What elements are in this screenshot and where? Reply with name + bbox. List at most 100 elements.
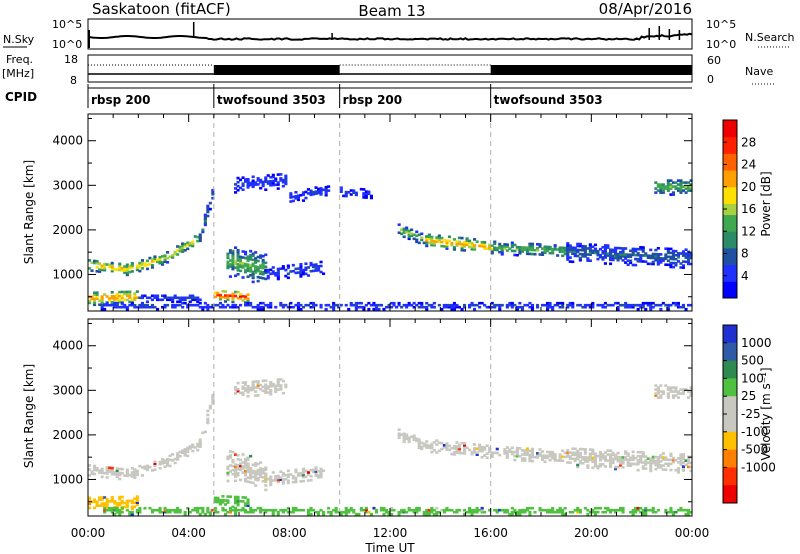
data-cell <box>478 305 482 309</box>
data-cell <box>123 271 127 274</box>
data-cell <box>415 234 419 238</box>
data-cell <box>327 506 331 510</box>
data-cell <box>488 247 492 251</box>
data-cell <box>430 446 434 450</box>
data-cell <box>530 451 534 455</box>
data-cell <box>150 510 154 514</box>
data-cell <box>95 502 99 505</box>
data-cell <box>279 476 283 479</box>
data-cell <box>113 500 117 503</box>
data-cell <box>188 300 192 304</box>
data-cell <box>120 294 124 298</box>
data-cell <box>485 456 489 459</box>
data-cell <box>460 248 464 252</box>
data-cell <box>659 307 663 311</box>
data-cell <box>228 263 232 266</box>
data-cell <box>571 252 575 255</box>
data-cell <box>609 465 613 469</box>
data-cell <box>249 301 253 305</box>
data-cell <box>644 301 648 305</box>
data-cell <box>266 182 270 185</box>
colorbar-tick-label: 100 <box>741 371 764 385</box>
data-cell <box>239 178 243 182</box>
data-cell <box>563 250 567 254</box>
data-cell <box>513 510 517 514</box>
data-cell <box>133 305 137 309</box>
data-cell <box>435 506 439 510</box>
data-cell <box>571 305 575 309</box>
data-cell <box>661 458 665 461</box>
data-cell <box>500 247 504 250</box>
colorbar-swatch <box>723 396 737 415</box>
data-cell <box>256 303 260 307</box>
data-cell <box>150 266 154 269</box>
data-cell <box>317 510 321 514</box>
data-cell <box>211 303 215 307</box>
data-cell <box>518 447 522 450</box>
data-cell <box>490 250 494 253</box>
data-cell <box>337 305 341 309</box>
data-cell <box>103 496 107 499</box>
data-cell <box>616 455 620 459</box>
data-cell <box>108 470 112 474</box>
data-cell <box>161 510 165 514</box>
data-cell <box>234 274 238 278</box>
data-cell <box>659 183 663 186</box>
data-cell <box>578 303 582 307</box>
data-cell <box>329 305 333 309</box>
data-cell <box>563 455 567 459</box>
data-cell <box>435 240 439 243</box>
data-cell <box>417 444 421 448</box>
data-cell <box>442 446 446 449</box>
data-cell <box>291 480 295 484</box>
data-cell <box>198 239 202 243</box>
data-cell <box>689 461 693 465</box>
data-cell <box>515 512 519 516</box>
data-cell <box>239 257 243 261</box>
data-cell <box>666 510 670 514</box>
data-cell <box>603 455 607 458</box>
data-cell <box>324 189 328 193</box>
data-cell <box>452 447 456 450</box>
data-cell <box>236 273 240 276</box>
data-cell <box>359 508 363 512</box>
data-cell <box>145 296 149 300</box>
data-cell <box>148 296 152 300</box>
data-cell <box>508 512 512 516</box>
data-cell <box>473 510 477 514</box>
data-cell <box>163 294 167 298</box>
data-cell <box>437 441 441 445</box>
data-cell <box>301 270 305 274</box>
data-cell <box>241 461 245 464</box>
data-cell <box>191 298 195 302</box>
data-cell <box>553 453 557 456</box>
data-cell <box>649 457 653 461</box>
x-tick-label: 20:00 <box>574 526 609 540</box>
data-cell <box>103 264 107 268</box>
data-cell <box>95 293 99 296</box>
data-cell <box>133 468 137 471</box>
data-cell <box>659 394 663 397</box>
data-cell <box>523 457 527 460</box>
data-cell <box>407 301 411 305</box>
data-cell <box>609 457 613 460</box>
data-cell <box>125 263 129 267</box>
data-cell <box>269 393 273 396</box>
data-cell <box>654 256 658 260</box>
data-cell <box>342 510 346 514</box>
data-cell <box>314 474 318 477</box>
data-cell <box>352 508 356 512</box>
data-cell <box>528 246 532 250</box>
data-cell <box>598 452 602 456</box>
data-cell <box>611 457 615 461</box>
data-cell <box>256 307 260 311</box>
data-cell <box>523 508 527 512</box>
data-cell <box>312 192 316 196</box>
data-cell <box>503 243 507 246</box>
data-cell <box>294 195 298 198</box>
data-cell <box>208 512 212 516</box>
data-cell <box>269 391 273 394</box>
data-cell <box>644 506 648 510</box>
data-cell <box>505 508 509 512</box>
